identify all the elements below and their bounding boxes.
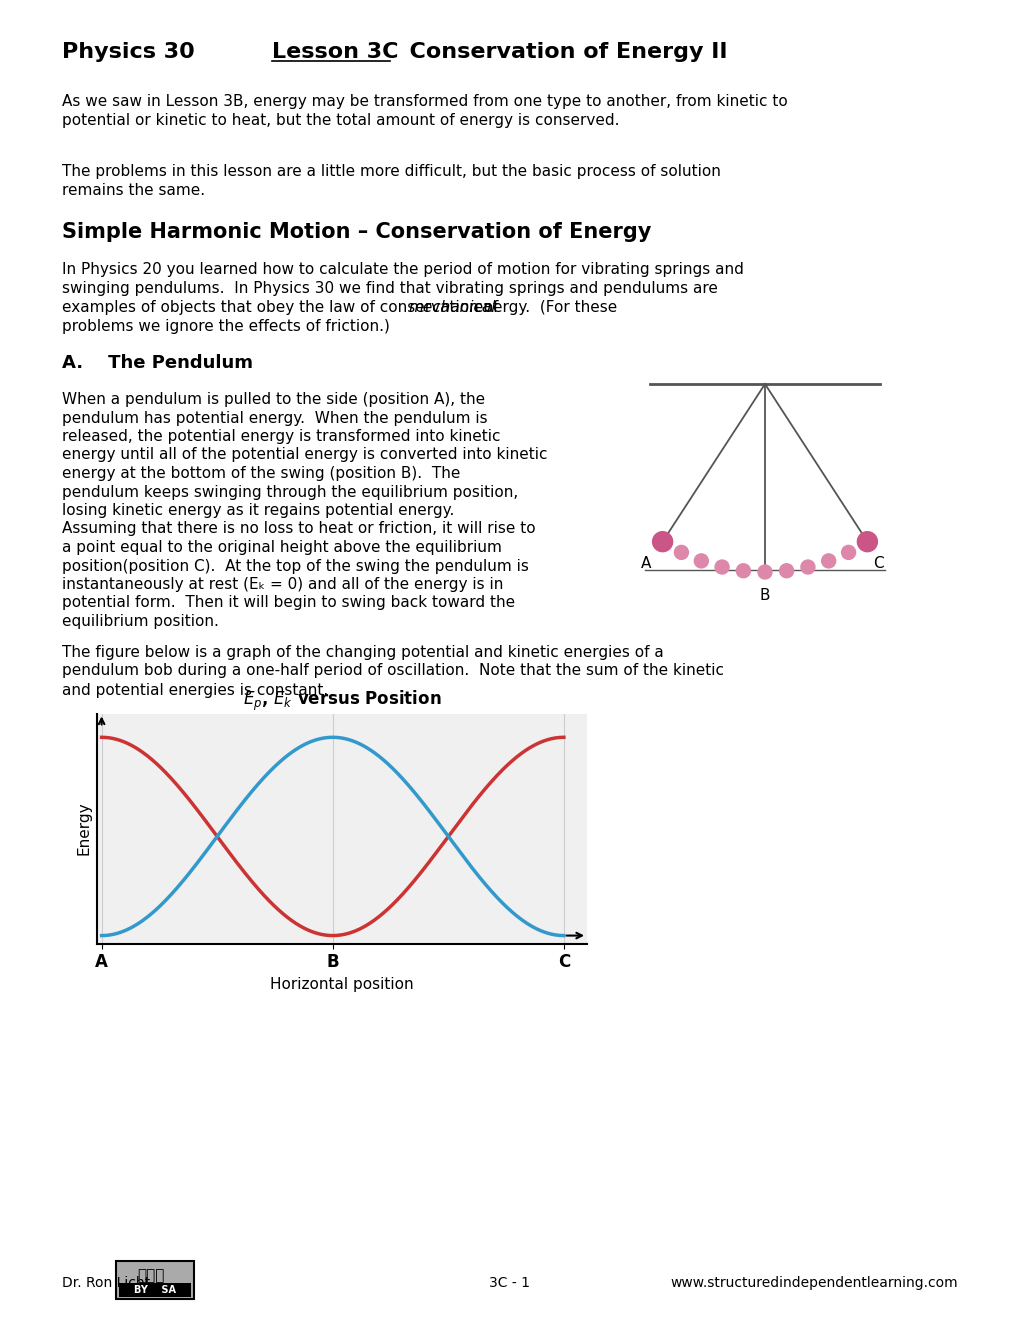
Text: 3C - 1: 3C - 1 xyxy=(489,1276,530,1290)
Text: position(position C).  At the top of the swing the pendulum is: position(position C). At the top of the … xyxy=(62,558,529,573)
Circle shape xyxy=(841,545,855,560)
Text: released, the potential energy is transformed into kinetic: released, the potential energy is transf… xyxy=(62,429,500,444)
Circle shape xyxy=(694,554,707,568)
Text: Simple Harmonic Motion – Conservation of Energy: Simple Harmonic Motion – Conservation of… xyxy=(62,222,651,242)
Text: When a pendulum is pulled to the side (position A), the: When a pendulum is pulled to the side (p… xyxy=(62,392,485,407)
Text: C: C xyxy=(872,556,883,570)
Text: energy until all of the potential energy is converted into kinetic: energy until all of the potential energy… xyxy=(62,447,547,462)
Text: pendulum bob during a one-half period of oscillation.  Note that the sum of the : pendulum bob during a one-half period of… xyxy=(62,664,723,678)
Text: The figure below is a graph of the changing potential and kinetic energies of a: The figure below is a graph of the chang… xyxy=(62,644,663,660)
Circle shape xyxy=(800,560,814,574)
Text: pendulum has potential energy.  When the pendulum is: pendulum has potential energy. When the … xyxy=(62,411,487,425)
Text: The problems in this lesson are a little more difficult, but the basic process o: The problems in this lesson are a little… xyxy=(62,164,720,180)
Text: B: B xyxy=(759,587,769,603)
Text: potential form.  Then it will begin to swing back toward the: potential form. Then it will begin to sw… xyxy=(62,595,515,610)
FancyBboxPatch shape xyxy=(119,1283,191,1298)
Text: Lesson 3C: Lesson 3C xyxy=(272,42,398,62)
Circle shape xyxy=(779,564,793,578)
Text: A: A xyxy=(640,556,650,570)
Text: Physics 30: Physics 30 xyxy=(62,42,195,62)
Circle shape xyxy=(674,545,688,560)
Text: BY    SA: BY SA xyxy=(133,1284,176,1295)
FancyBboxPatch shape xyxy=(116,1261,194,1299)
Y-axis label: Energy: Energy xyxy=(76,801,92,855)
Circle shape xyxy=(736,564,750,578)
Text: instantaneously at rest (Eₖ = 0) and all of the energy is in: instantaneously at rest (Eₖ = 0) and all… xyxy=(62,577,503,591)
Text: potential or kinetic to heat, but the total amount of energy is conserved.: potential or kinetic to heat, but the to… xyxy=(62,114,619,128)
Circle shape xyxy=(714,560,729,574)
Text: A.    The Pendulum: A. The Pendulum xyxy=(62,354,253,372)
Circle shape xyxy=(821,554,835,568)
Text: energy at the bottom of the swing (position B).  The: energy at the bottom of the swing (posit… xyxy=(62,466,460,480)
Text: ⒸⒾⓈ: ⒸⒾⓈ xyxy=(137,1269,164,1283)
Title: $E_p$, $E_k$ versus Position: $E_p$, $E_k$ versus Position xyxy=(243,689,441,713)
Text: mechanical: mechanical xyxy=(409,300,495,315)
Text: losing kinetic energy as it regains potential energy.: losing kinetic energy as it regains pote… xyxy=(62,503,453,517)
Circle shape xyxy=(652,532,672,552)
Circle shape xyxy=(757,565,771,579)
Circle shape xyxy=(857,532,876,552)
Text: examples of objects that obey the law of conservation of: examples of objects that obey the law of… xyxy=(62,300,502,315)
Text: equilibrium position.: equilibrium position. xyxy=(62,614,219,630)
Text: swinging pendulums.  In Physics 30 we find that vibrating springs and pendulums : swinging pendulums. In Physics 30 we fin… xyxy=(62,281,717,296)
Text: Conservation of Energy II: Conservation of Energy II xyxy=(393,42,727,62)
Text: In Physics 20 you learned how to calculate the period of motion for vibrating sp: In Physics 20 you learned how to calcula… xyxy=(62,261,743,277)
Text: Assuming that there is no loss to heat or friction, it will rise to: Assuming that there is no loss to heat o… xyxy=(62,521,535,536)
Text: pendulum keeps swinging through the equilibrium position,: pendulum keeps swinging through the equi… xyxy=(62,484,518,499)
Text: a point equal to the original height above the equilibrium: a point equal to the original height abo… xyxy=(62,540,501,554)
Text: energy.  (For these: energy. (For these xyxy=(468,300,616,315)
Text: Dr. Ron Licht: Dr. Ron Licht xyxy=(62,1276,150,1290)
Text: remains the same.: remains the same. xyxy=(62,183,205,198)
Text: As we saw in Lesson 3B, energy may be transformed from one type to another, from: As we saw in Lesson 3B, energy may be tr… xyxy=(62,94,787,110)
X-axis label: Horizontal position: Horizontal position xyxy=(270,977,414,991)
Text: and potential energies is constant.: and potential energies is constant. xyxy=(62,682,328,697)
Text: www.structuredindependentlearning.com: www.structuredindependentlearning.com xyxy=(669,1276,957,1290)
Text: problems we ignore the effects of friction.): problems we ignore the effects of fricti… xyxy=(62,319,389,334)
